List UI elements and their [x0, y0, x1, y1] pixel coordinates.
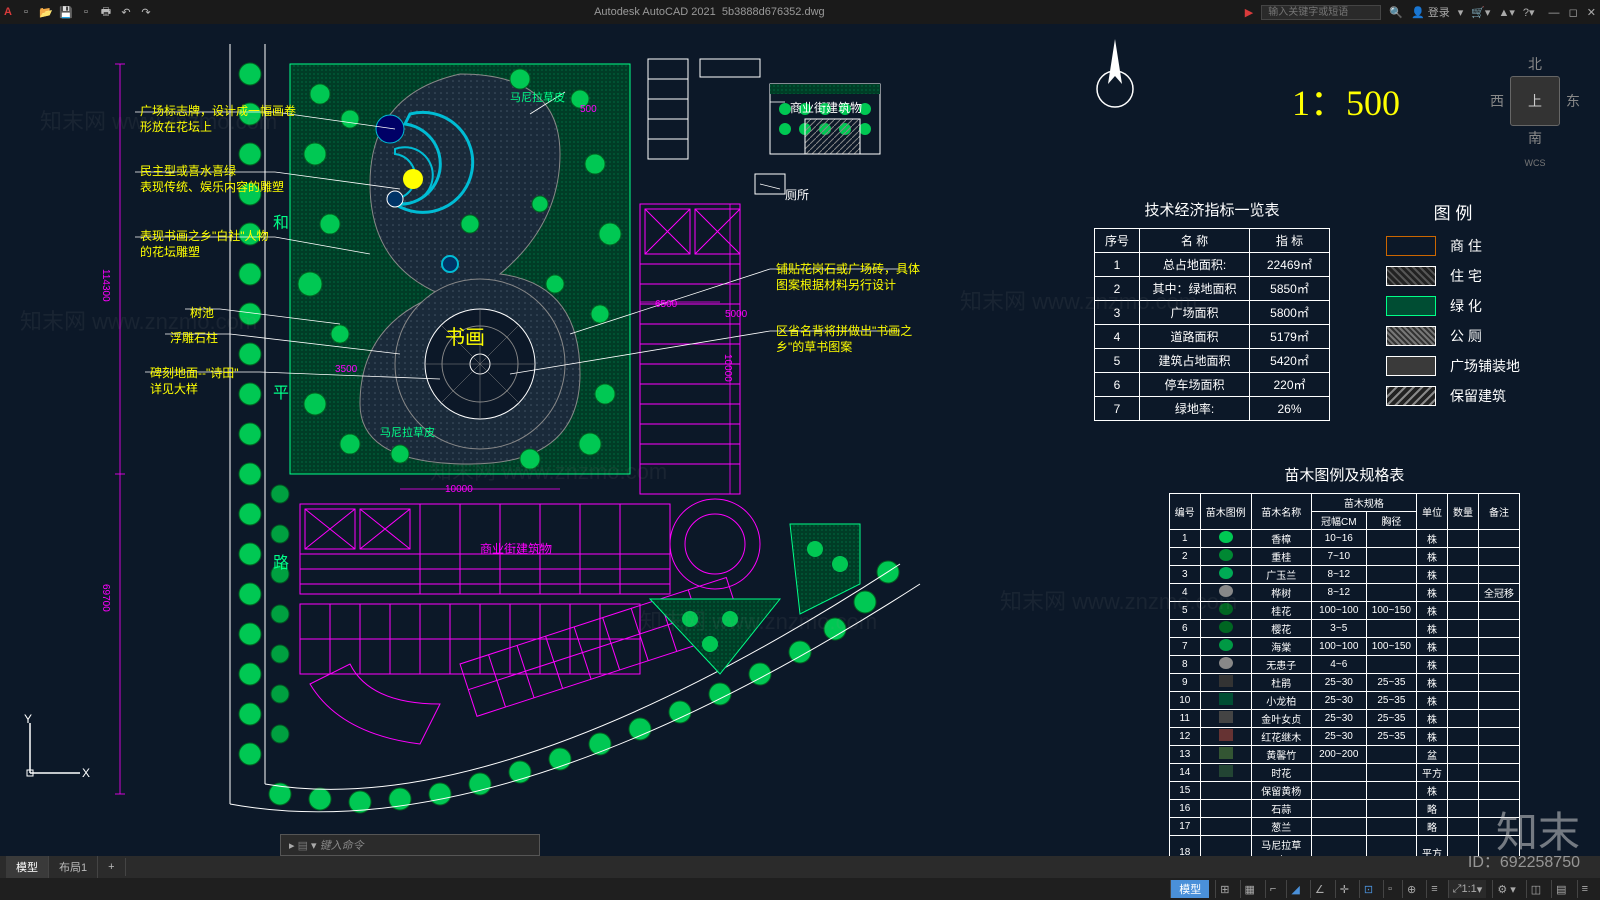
lwt-icon[interactable]: ⊡	[1359, 880, 1377, 898]
command-line[interactable]: ▸ ▤ ▾ 键入命令	[280, 834, 540, 856]
annot-poetry: 碑刻地面--"诗田" 详见大样	[150, 366, 239, 397]
legend-item: 住 宅	[1386, 266, 1520, 286]
ucs-icon: X Y	[20, 713, 90, 786]
label-commercial1: 商业街建筑物	[480, 542, 552, 558]
legend-item: 公 厕	[1386, 326, 1520, 346]
label-lawn2: 马尼拉草皮	[380, 424, 435, 440]
dim-3: 10000	[445, 484, 473, 495]
qat-save-icon[interactable]: 💾	[58, 4, 74, 20]
road-char2: 平	[266, 384, 290, 400]
polar-icon[interactable]: ∠	[1310, 880, 1329, 898]
svg-text:X: X	[82, 766, 90, 780]
svg-text:Y: Y	[24, 713, 32, 726]
label-commercial2: 商业街建筑物	[790, 99, 862, 116]
svg-text:书画: 书画	[445, 326, 485, 349]
wcs-label: WCS	[1525, 158, 1546, 168]
road-char1: 和	[266, 214, 290, 230]
plant-table: 苗木图例及规格表 编号苗木图例苗木名称苗木规格单位数量备注冠幅CM胸径1香樟10…	[1169, 464, 1520, 856]
annot-sculpture1: 民主型或喜水喜绿 表现传统、娱乐内容的雕塑	[140, 164, 284, 195]
annot-sculpture2: 表现书画之乡"白社"人物 的花坛雕塑	[140, 229, 269, 260]
sc-icon[interactable]: ≡	[1426, 880, 1441, 898]
north-arrow	[1090, 34, 1140, 117]
tab-model[interactable]: 模型	[6, 856, 49, 878]
dim-8: 10000	[722, 354, 733, 382]
status-bar: 模型 ⊞ ▦ ⌐ ◢ ∠ ✛ ⊡ ▫ ⊕ ≡ ⤢ 1:1 ▾ ⚙ ▾ ◫ ▤ ≡	[0, 878, 1600, 900]
qat-new-icon[interactable]: ▫	[18, 4, 34, 20]
viewcube[interactable]: 北 西 上 东 南 WCS	[1480, 54, 1590, 164]
share-icon[interactable]: ▲▾	[1498, 6, 1514, 19]
legend-item: 广场铺装地	[1386, 356, 1520, 376]
menu-icon[interactable]: ≡	[1577, 880, 1592, 898]
cart-icon[interactable]: 🛒▾	[1471, 6, 1490, 19]
legend-item: 保留建筑	[1386, 386, 1520, 406]
legend-item: 绿 化	[1386, 296, 1520, 316]
dim-2: 69700	[100, 584, 111, 612]
annot-paving: 铺贴花岗石或广场砖，具体 图案根据材料另行设计	[776, 262, 920, 293]
osnap-icon[interactable]: ✛	[1335, 880, 1353, 898]
grid2-icon[interactable]: ▦	[1240, 880, 1259, 898]
label-lawn1: 马尼拉草皮	[510, 89, 565, 105]
layout-tabs: 模型 布局1 +	[0, 856, 1600, 878]
qat-saveas-icon[interactable]: ▫	[78, 4, 94, 20]
annot-treepool: 树池	[190, 306, 214, 322]
viewcube-face[interactable]: 上	[1510, 76, 1560, 126]
dim-7: 5000	[725, 309, 747, 320]
watermark-id: ID：692258750	[1468, 848, 1580, 872]
qat-redo-icon[interactable]: ↷	[138, 4, 154, 20]
close-button[interactable]: ✕	[1587, 7, 1596, 19]
gear-icon[interactable]: ⚙ ▾	[1492, 880, 1519, 898]
ortho-icon[interactable]: ◢	[1286, 880, 1303, 898]
app-logo: A	[4, 6, 12, 18]
dim-6: 6500	[655, 299, 677, 310]
search-icon[interactable]: 🔍	[1389, 6, 1403, 19]
qat-open-icon[interactable]: 📂	[38, 4, 54, 20]
label-toilet: 厕所	[785, 186, 809, 203]
legend-title: 图 例	[1386, 199, 1520, 224]
dyn-icon[interactable]: ▫	[1383, 880, 1396, 898]
login-button[interactable]: 👤 登录	[1411, 4, 1450, 20]
dim-4: 3500	[335, 364, 357, 375]
qat-undo-icon[interactable]: ↶	[118, 4, 134, 20]
tab-layout1[interactable]: 布局1	[49, 856, 98, 878]
plant-title: 苗木图例及规格表	[1169, 464, 1520, 485]
qp-icon[interactable]: ⊕	[1402, 880, 1420, 898]
legend-item: 商 住	[1386, 236, 1520, 256]
grid-icon[interactable]: ⊞	[1215, 880, 1233, 898]
annot-calligraphy: 区省名背将拼做出"书画之 乡"的草书图案	[776, 324, 912, 355]
cust-icon[interactable]: ▤	[1551, 880, 1570, 898]
iso-icon[interactable]: ◫	[1526, 880, 1545, 898]
tab-add[interactable]: +	[98, 858, 125, 876]
drawing-canvas[interactable]: 书画	[0, 24, 1600, 856]
annot-sign: 广场标志牌，设计成一幅画卷 形放在花坛上	[140, 104, 296, 135]
scale-text: 1：500	[1292, 74, 1400, 126]
maximize-button[interactable]: ◻	[1569, 7, 1578, 19]
road-char3: 路	[266, 554, 290, 570]
qat-plot-icon[interactable]: 🖶	[98, 4, 114, 20]
annot-column: 浮雕石柱	[170, 331, 218, 347]
titlebar: A ▫ 📂 💾 ▫ 🖶 ↶ ↷ Autodesk AutoCAD 2021 5b…	[0, 0, 1600, 24]
dim-1: 114300	[100, 269, 111, 302]
title-text: Autodesk AutoCAD 2021 5b3888d676352.dwg	[174, 6, 1245, 18]
status-model[interactable]: 模型	[1170, 880, 1209, 898]
econ-title: 技术经济指标一览表	[1094, 199, 1330, 220]
minimize-button[interactable]: —	[1549, 7, 1560, 19]
help-icon[interactable]: ?▾	[1523, 6, 1535, 19]
quick-access-toolbar: ▫ 📂 💾 ▫ 🖶 ↶ ↷	[18, 4, 154, 20]
economic-table: 技术经济指标一览表 序号名 称指 标 1总占地面积:22469㎡ 2其中：绿地面…	[1094, 199, 1330, 421]
snap-icon[interactable]: ⌐	[1265, 880, 1280, 898]
help-search-input[interactable]	[1261, 5, 1381, 20]
anno-scale[interactable]: ⤢ 1:1 ▾	[1448, 880, 1487, 898]
legend: 图 例 商 住 住 宅 绿 化 公 厕 广场铺装地 保留建筑	[1386, 199, 1520, 416]
dim-5: 500	[580, 104, 597, 115]
